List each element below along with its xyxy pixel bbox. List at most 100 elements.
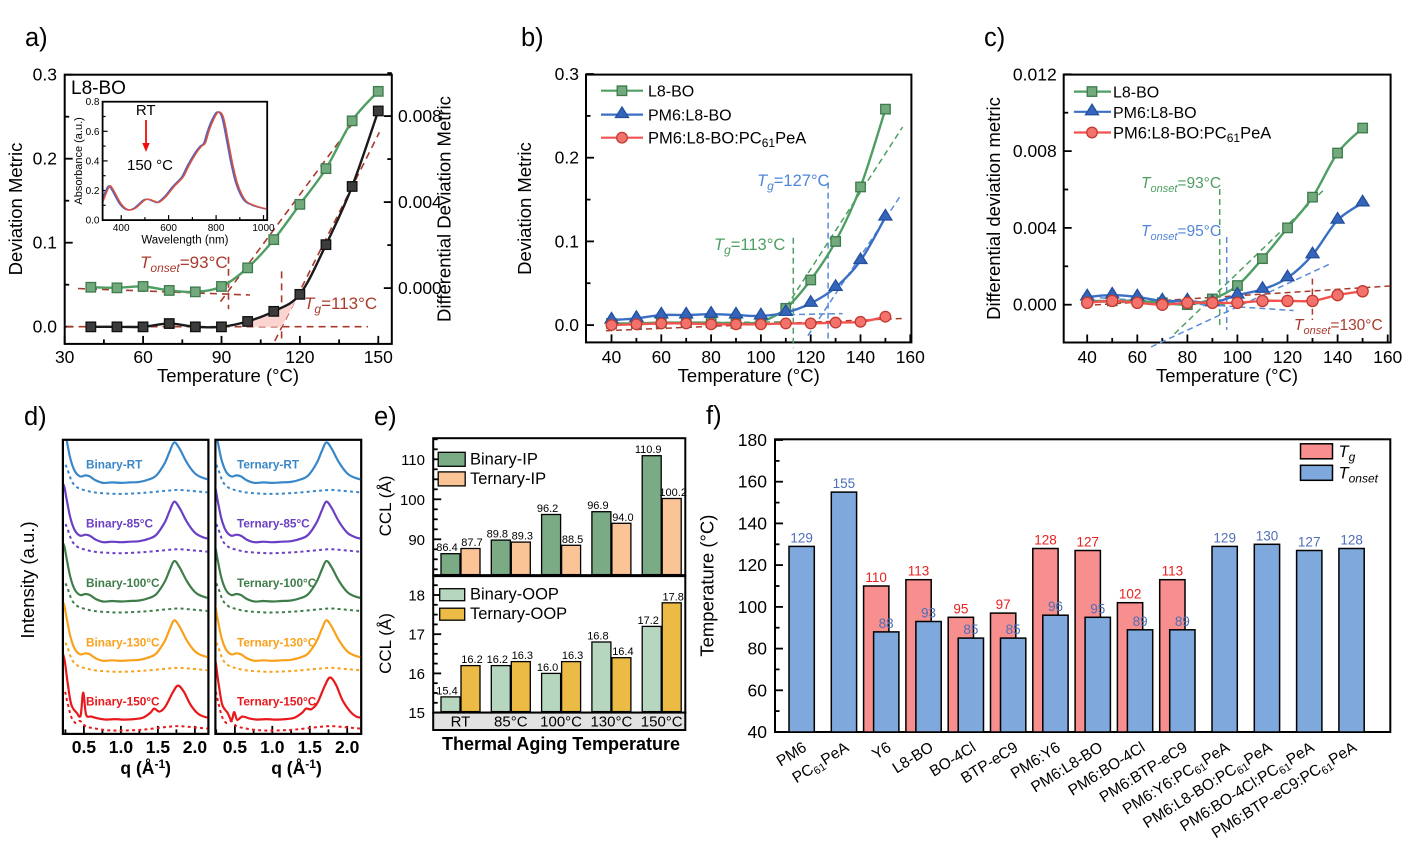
svg-text:80: 80 xyxy=(748,639,768,659)
svg-text:80: 80 xyxy=(701,347,721,367)
svg-text:Binary-150°C: Binary-150°C xyxy=(86,695,160,709)
svg-text:Tonset=93°C: Tonset=93°C xyxy=(140,253,228,275)
svg-text:160: 160 xyxy=(738,472,767,492)
svg-text:160: 160 xyxy=(896,347,925,367)
svg-text:Binary-OOP: Binary-OOP xyxy=(470,586,559,604)
svg-text:110: 110 xyxy=(401,452,425,469)
svg-text:17: 17 xyxy=(408,627,425,644)
svg-text:1000: 1000 xyxy=(252,223,275,234)
svg-text:CCL (Å): CCL (Å) xyxy=(376,613,395,674)
svg-text:100.2: 100.2 xyxy=(659,487,687,499)
svg-text:150 °C: 150 °C xyxy=(127,157,173,174)
svg-text:RT: RT xyxy=(136,102,156,119)
svg-text:88.5: 88.5 xyxy=(562,534,583,546)
svg-text:150: 150 xyxy=(364,347,393,367)
svg-text:0.000: 0.000 xyxy=(398,278,442,298)
svg-text:87.7: 87.7 xyxy=(461,537,482,549)
svg-text:130: 130 xyxy=(1256,528,1279,543)
svg-text:0.2: 0.2 xyxy=(86,186,100,197)
svg-text:17.2: 17.2 xyxy=(637,615,658,627)
svg-text:Tonset=95°C: Tonset=95°C xyxy=(1141,223,1221,243)
svg-text:127: 127 xyxy=(1298,535,1321,550)
svg-text:0.004: 0.004 xyxy=(398,192,442,212)
svg-text:95: 95 xyxy=(1090,601,1105,616)
svg-text:88: 88 xyxy=(879,616,894,631)
svg-text:0.0: 0.0 xyxy=(86,216,100,227)
svg-text:0.0: 0.0 xyxy=(33,317,58,337)
svg-text:0.012: 0.012 xyxy=(1013,64,1057,84)
svg-text:85: 85 xyxy=(1006,622,1021,637)
svg-text:Ternary-OOP: Ternary-OOP xyxy=(470,605,567,623)
svg-text:Ternary-100°C: Ternary-100°C xyxy=(237,576,317,590)
svg-text:0.1: 0.1 xyxy=(555,231,579,251)
svg-text:800: 800 xyxy=(208,223,225,234)
svg-text:100: 100 xyxy=(746,347,775,367)
svg-text:Differential Deviation Metric: Differential Deviation Metric xyxy=(434,96,455,322)
svg-text:Binary-130°C: Binary-130°C xyxy=(86,635,160,649)
svg-text:16.3: 16.3 xyxy=(512,650,533,662)
svg-text:40: 40 xyxy=(602,347,622,367)
svg-text:0.2: 0.2 xyxy=(33,149,57,169)
svg-text:130°C: 130°C xyxy=(590,714,632,731)
svg-text:113: 113 xyxy=(908,564,930,579)
svg-text:Tg=113°C: Tg=113°C xyxy=(304,294,377,316)
svg-text:PM6:L8-BO: PM6:L8-BO xyxy=(648,108,732,125)
svg-text:L8-BO: L8-BO xyxy=(648,84,694,101)
svg-text:16.4: 16.4 xyxy=(612,646,633,658)
svg-text:0.1: 0.1 xyxy=(33,233,57,253)
svg-text:Absorbance (a.u.): Absorbance (a.u.) xyxy=(73,117,85,204)
svg-text:L8-BO: L8-BO xyxy=(71,78,126,99)
svg-text:113: 113 xyxy=(1162,564,1184,579)
svg-text:128: 128 xyxy=(1340,533,1363,548)
svg-text:Tg=127°C: Tg=127°C xyxy=(757,172,830,193)
svg-text:Binary-85°C: Binary-85°C xyxy=(86,517,153,531)
svg-text:PM6:L8-BO:PC61PeA: PM6:L8-BO:PC61PeA xyxy=(1113,125,1271,146)
svg-text:40: 40 xyxy=(1077,347,1097,367)
svg-text:Ternary-RT: Ternary-RT xyxy=(237,457,300,471)
svg-text:16.2: 16.2 xyxy=(461,654,482,666)
svg-text:Tonset=93°C: Tonset=93°C xyxy=(1141,175,1221,195)
svg-text:Ternary-IP: Ternary-IP xyxy=(470,470,546,488)
svg-text:PM6:L8-BO:PC61PeA: PM6:L8-BO:PC61PeA xyxy=(648,130,806,151)
svg-text:0.5: 0.5 xyxy=(72,737,97,757)
svg-text:2.0: 2.0 xyxy=(335,737,360,757)
svg-text:140: 140 xyxy=(1323,347,1352,367)
svg-text:1.5: 1.5 xyxy=(146,737,171,757)
svg-text:15: 15 xyxy=(408,705,425,722)
svg-text:Temperature (°C): Temperature (°C) xyxy=(678,365,820,386)
svg-text:0.000: 0.000 xyxy=(1013,295,1057,315)
svg-text:1.0: 1.0 xyxy=(109,737,134,757)
svg-text:Wavelength (nm): Wavelength (nm) xyxy=(141,235,228,247)
svg-text:100°C: 100°C xyxy=(540,714,582,731)
svg-text:Temperature (°C): Temperature (°C) xyxy=(1156,365,1298,386)
svg-text:89: 89 xyxy=(1133,614,1148,629)
svg-text:94.0: 94.0 xyxy=(612,512,633,524)
svg-text:0.4: 0.4 xyxy=(86,156,100,167)
svg-text:110.9: 110.9 xyxy=(635,444,662,456)
svg-text:89.3: 89.3 xyxy=(512,531,533,543)
svg-text:Ternary-150°C: Ternary-150°C xyxy=(237,695,317,709)
svg-text:60: 60 xyxy=(748,680,768,700)
svg-text:120: 120 xyxy=(285,347,314,367)
svg-text:95: 95 xyxy=(953,601,968,616)
svg-text:Tg: Tg xyxy=(1339,443,1356,464)
svg-text:Tonset: Tonset xyxy=(1339,465,1379,486)
svg-text:16.2: 16.2 xyxy=(487,654,508,666)
svg-text:96.2: 96.2 xyxy=(537,503,558,515)
svg-text:0.3: 0.3 xyxy=(33,65,57,85)
svg-text:180: 180 xyxy=(738,430,767,450)
svg-text:127: 127 xyxy=(1077,535,1100,550)
svg-text:400: 400 xyxy=(113,223,130,234)
svg-text:129: 129 xyxy=(1213,530,1236,545)
svg-text:120: 120 xyxy=(1273,347,1302,367)
svg-text:15.4: 15.4 xyxy=(436,685,457,697)
svg-text:RT: RT xyxy=(451,714,471,731)
svg-text:60: 60 xyxy=(133,347,153,367)
svg-text:30: 30 xyxy=(55,347,75,367)
svg-text:Ternary-85°C: Ternary-85°C xyxy=(237,517,310,531)
svg-text:Temperature (°C): Temperature (°C) xyxy=(157,365,299,386)
svg-text:97: 97 xyxy=(996,597,1011,612)
svg-text:110: 110 xyxy=(865,570,887,585)
svg-text:Temperature (°C): Temperature (°C) xyxy=(697,515,718,657)
svg-text:Intensity (a.u.): Intensity (a.u.) xyxy=(17,521,38,638)
